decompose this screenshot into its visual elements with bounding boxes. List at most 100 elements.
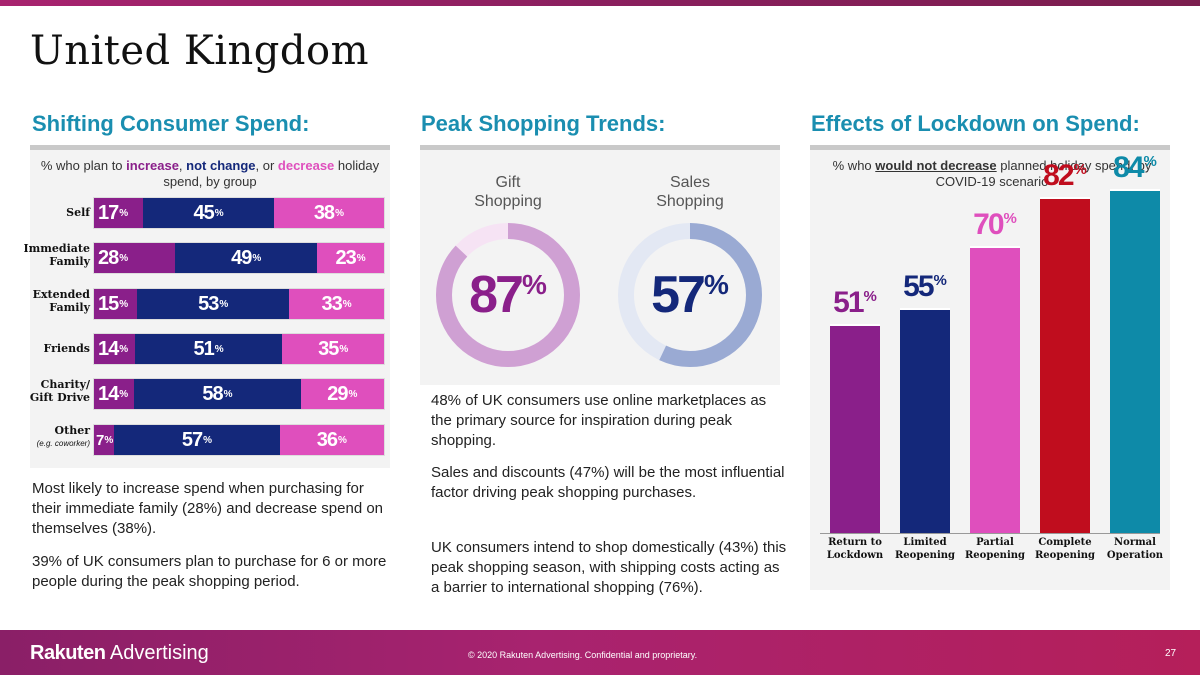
percent-sign: %	[348, 388, 358, 400]
percent-sign: %	[863, 287, 877, 305]
value-number: 36	[316, 428, 338, 451]
value-number: 58	[202, 382, 223, 405]
category-label: Other (e.g. coworker)	[20, 424, 90, 450]
value-number: 38	[313, 201, 335, 224]
percent-sign: %	[335, 207, 344, 219]
percent-sign: %	[356, 252, 366, 264]
donut-chart	[436, 223, 580, 367]
bar-segment-decrease: 23%	[317, 243, 384, 273]
percent-sign: %	[119, 343, 129, 355]
footer-copyright: © 2020 Rakuten Advertising. Confidential…	[468, 650, 698, 660]
donut-value: 87%	[438, 265, 578, 325]
stacked-bar: 15% 53% 33%	[93, 288, 385, 320]
value-number: 53	[198, 292, 219, 315]
percent-sign: %	[214, 343, 224, 355]
column-bar	[830, 323, 880, 533]
column-value: 82%	[1025, 159, 1105, 193]
category-label: Friends	[43, 342, 90, 355]
mid-text-2: Sales and discounts (47%) will be the mo…	[431, 464, 785, 501]
page-title: United Kingdom	[30, 28, 369, 74]
percent-sign: %	[1003, 210, 1017, 227]
value-number: 23	[335, 246, 357, 269]
category-label: Charity/Gift Drive	[29, 378, 90, 404]
percent-sign: %	[223, 388, 233, 400]
column-category-label: Partial Reopening	[964, 537, 1026, 561]
section-title-lockdown: Effects of Lockdown on Spend:	[811, 111, 1140, 136]
category-label: Extended Family	[32, 288, 90, 314]
left-text-2: 39% of UK consumers plan to purchase for…	[32, 553, 387, 590]
column-value: 84%	[1095, 151, 1175, 185]
percent-sign: %	[104, 434, 114, 446]
bar-segment-not-change: 58%	[134, 379, 301, 409]
donut-value: 57%	[620, 265, 760, 325]
value-number: 84	[1113, 150, 1144, 184]
bar-segment-not-change: 45%	[143, 198, 274, 228]
rakuten-advertising-logo: Rakuten Advertising	[30, 642, 209, 664]
category-label: Immediate Family	[23, 242, 91, 268]
column-bar	[900, 307, 950, 533]
section-rule-right	[810, 145, 1170, 150]
top-accent-bar	[0, 0, 1200, 6]
column-value: 55%	[885, 270, 965, 304]
column-category-label: Complete Reopening	[1034, 537, 1096, 561]
bar-segment-decrease: 35%	[282, 334, 384, 364]
bar-segment-increase: 7%	[94, 425, 115, 455]
bar-segment-not-change: 51%	[134, 334, 283, 364]
bar-segment-not-change: 57%	[114, 425, 280, 455]
bar-segment-not-change: 49%	[175, 243, 318, 273]
category-label: Self	[66, 206, 90, 219]
value-number: 33	[321, 292, 343, 315]
section-title-peak-trends: Peak Shopping Trends:	[421, 111, 666, 136]
value-number: 57	[181, 428, 203, 451]
value-number: 82	[1043, 158, 1074, 192]
mid-text-3: UK consumers intend to shop domestically…	[431, 539, 787, 596]
bar-segment-increase: 14%	[94, 334, 135, 364]
percent-sign: %	[339, 343, 349, 355]
column-value: 70%	[955, 208, 1035, 242]
column-category-label: Normal Operation	[1106, 537, 1164, 561]
bar-segment-decrease: 29%	[300, 379, 384, 409]
value-number: 15	[98, 292, 119, 315]
bar-segment-increase: 28%	[94, 243, 176, 273]
column-value: 51%	[815, 286, 895, 320]
value-number: 35	[318, 337, 339, 360]
page-number: 27	[1165, 648, 1177, 659]
footer-bar: Rakuten Advertising © 2020 Rakuten Adver…	[0, 630, 1200, 675]
category-note: (e.g. coworker)	[36, 439, 90, 448]
value-number: 57	[651, 266, 706, 324]
bar-segment-decrease: 36%	[279, 425, 384, 455]
column-bar	[970, 246, 1020, 533]
column-category-label: Limited Reopening	[894, 537, 956, 561]
percent-sign: %	[119, 298, 129, 310]
bar-segment-decrease: 33%	[289, 289, 384, 319]
value-number: 28	[98, 246, 119, 269]
value-number: 87	[469, 266, 524, 324]
bar-segment-increase: 17%	[94, 198, 144, 228]
percent-sign: %	[214, 207, 224, 219]
stacked-bar: 14% 58% 29%	[93, 378, 385, 410]
donut-arc	[618, 223, 762, 367]
mid-text-1: 48% of UK consumers use online marketpla…	[431, 392, 767, 449]
percent-sign: %	[119, 388, 129, 400]
left-text-1: Most likely to increase spend when purch…	[32, 480, 384, 537]
stacked-bar: 17% 45% 38%	[93, 197, 385, 229]
value-number: 55	[903, 269, 934, 303]
percent-sign: %	[703, 268, 729, 300]
value-number: 14	[98, 382, 119, 405]
x-axis-line	[820, 533, 1160, 534]
donut-chart	[618, 223, 762, 367]
percent-sign: %	[521, 268, 547, 300]
value-number: 51	[833, 285, 864, 319]
stacked-bar: 28% 49% 23%	[93, 242, 385, 274]
percent-sign: %	[1143, 152, 1157, 170]
section-rule-mid	[420, 145, 780, 150]
percent-sign: %	[203, 434, 213, 446]
percent-sign: %	[119, 252, 129, 264]
value-number: 29	[327, 382, 348, 405]
value-number: 17	[98, 201, 119, 224]
value-number: 7	[96, 431, 104, 449]
percent-sign: %	[337, 434, 347, 446]
value-number: 14	[98, 337, 119, 360]
donut-label: Gift Shopping	[474, 174, 542, 210]
column-bar	[1110, 188, 1160, 533]
